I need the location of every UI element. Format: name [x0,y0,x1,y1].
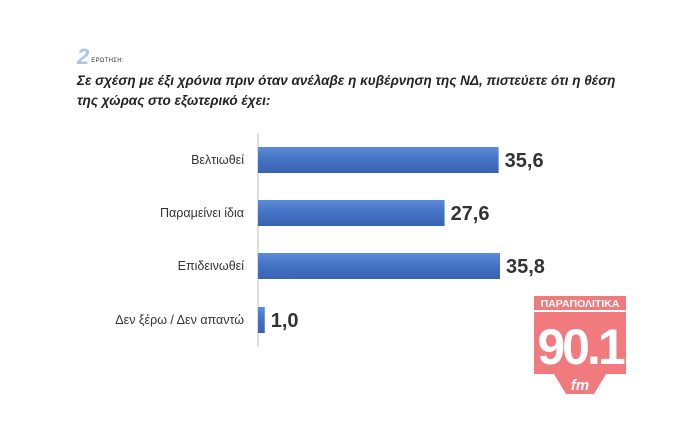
data-label: 1,0 [271,310,299,332]
question-label: ΕΡΩΤΗΣΗ: [91,58,124,64]
category-label: Βελτιωθεί [191,153,244,167]
data-label: 35,6 [505,150,544,172]
category-label: Επιδεινωθεί [178,259,245,273]
svg-text:90.1: 90.1 [537,319,625,375]
radio-station-logo: ΠΑΡΑΠΟΛΙΤΙΚΑ 90.1 fm [534,296,626,394]
question-number: 2 [77,44,89,69]
data-label: 27,6 [451,203,490,225]
data-label: 35,8 [506,256,545,278]
svg-text:ΠΑΡΑΠΟΛΙΤΙΚΑ: ΠΑΡΑΠΟΛΙΤΙΚΑ [541,298,620,310]
bar [258,147,499,173]
category-label: Παραμείνει ίδια [160,206,244,220]
category-label: Δεν ξέρω / Δεν απαντώ [115,313,244,327]
bar [258,200,445,226]
question-header: 2 ΕΡΩΤΗΣΗ: [77,44,124,69]
bar [258,307,265,333]
bar [258,253,500,279]
svg-text:fm: fm [571,377,589,394]
question-text: Σε σχέση με έξι χρόνια πριν όταν ανέλαβε… [77,73,616,108]
